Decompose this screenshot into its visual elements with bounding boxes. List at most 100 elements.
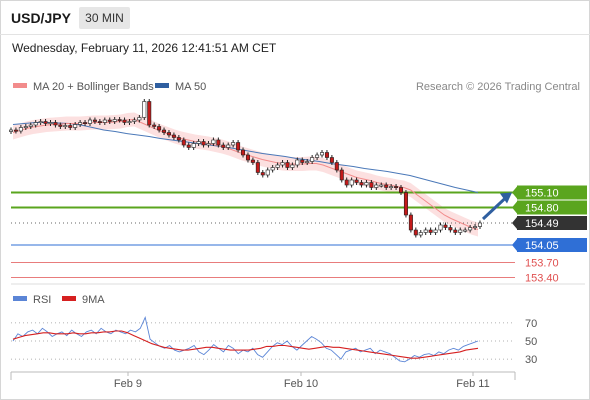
candle-up xyxy=(374,184,379,188)
candle-down xyxy=(300,159,305,163)
candle-down xyxy=(216,139,221,146)
rsi9-line xyxy=(12,330,479,359)
candle-down xyxy=(359,182,364,186)
candle-up xyxy=(18,127,23,132)
ma20-line xyxy=(12,118,479,230)
candle-up xyxy=(280,162,285,166)
candle-down xyxy=(399,187,404,193)
candle-down xyxy=(221,144,226,148)
rsi-tick-label: 30 xyxy=(525,354,537,366)
candle-down xyxy=(171,134,176,138)
candle-up xyxy=(290,164,295,168)
candle-down xyxy=(384,184,389,188)
candle-up xyxy=(275,164,280,168)
candle-up xyxy=(112,119,117,122)
level-label-pointer xyxy=(512,217,517,229)
timestamp: Wednesday, February 11, 2026 12:41:51 AM… xyxy=(12,41,277,55)
forecast-arrow xyxy=(481,196,508,221)
candle-down xyxy=(245,154,250,161)
candle-up xyxy=(87,119,92,124)
candle-down xyxy=(13,129,18,132)
x-tick-label: Feb 10 xyxy=(284,378,318,390)
candle-down xyxy=(250,159,255,163)
candle-up xyxy=(305,161,310,164)
candle-down xyxy=(324,152,329,158)
candle-up xyxy=(78,122,83,125)
level-label-box-resistance xyxy=(517,200,587,215)
level-label-pivot: 154.05 xyxy=(525,240,559,252)
candle-up xyxy=(477,222,482,227)
candle-up xyxy=(349,179,354,186)
candle-down xyxy=(241,149,246,156)
candle-up xyxy=(473,226,478,229)
candle-up xyxy=(206,143,211,146)
header: USD/JPY 30 MIN xyxy=(0,0,590,34)
candle-up xyxy=(33,122,38,126)
level-label-support: 153.70 xyxy=(525,258,559,270)
ma50-line xyxy=(12,122,479,193)
candle-down xyxy=(43,121,48,124)
rsi-line xyxy=(12,315,479,363)
candle-down xyxy=(354,179,359,183)
candle-up xyxy=(23,126,28,129)
candle-up xyxy=(364,182,369,186)
candle-up xyxy=(127,121,132,124)
candle-up xyxy=(463,229,468,232)
candle-up xyxy=(418,232,423,236)
rsi-legend-swatch xyxy=(13,296,27,301)
ma50-legend-label: MA 50 xyxy=(175,81,206,93)
candle-down xyxy=(92,119,97,122)
ma20-legend-label: MA 20 + Bollinger Bands xyxy=(33,81,154,93)
candle-up xyxy=(191,143,196,148)
candle-up xyxy=(211,139,216,144)
candle-down xyxy=(260,172,265,176)
level-label-pointer xyxy=(512,201,517,214)
ma20-legend-swatch xyxy=(13,83,27,88)
rsi9-legend-label: 9MA xyxy=(82,294,105,306)
candle-down xyxy=(453,229,458,233)
candle-down xyxy=(408,214,413,231)
candle-down xyxy=(339,169,344,181)
price-panel: 155.10 154.80 154.49 154.05 153.70 153.40 xyxy=(9,99,587,285)
candle-down xyxy=(53,122,58,126)
candle-down xyxy=(394,186,399,189)
level-label-resistance: 154.80 xyxy=(525,203,559,215)
candle-up xyxy=(310,157,315,162)
forecast-arrow-head xyxy=(500,192,512,204)
x-axis-labels: Feb 9 Feb 10 Feb 11 xyxy=(114,372,490,390)
candle-up xyxy=(438,224,443,231)
candle-up xyxy=(458,229,463,233)
rsi-tick-label: 70 xyxy=(525,318,537,330)
candle-up xyxy=(231,142,236,146)
candle-up xyxy=(142,101,147,118)
candle-up xyxy=(423,229,428,233)
candle-down xyxy=(344,179,349,186)
ma50-legend-swatch xyxy=(155,83,169,88)
level-label-box-pivot xyxy=(517,238,587,252)
level-label-pointer xyxy=(512,239,517,251)
candle-down xyxy=(176,137,181,141)
level-label-resistance: 155.10 xyxy=(525,188,559,200)
rsi-panel: 70 50 30 xyxy=(11,315,537,366)
candle-down xyxy=(122,119,127,123)
level-label-current: 154.49 xyxy=(525,218,559,230)
credit-label: Research © 2026 Trading Central xyxy=(416,81,580,93)
candle-down xyxy=(329,157,334,163)
timeframe-badge[interactable]: 30 MIN xyxy=(79,7,130,29)
candle-up xyxy=(315,154,320,158)
rsi9-legend-swatch xyxy=(62,296,76,301)
candle-up xyxy=(28,124,33,127)
candle-down xyxy=(166,132,171,136)
candle-down xyxy=(83,122,88,125)
candle-up xyxy=(226,144,231,148)
candle-down xyxy=(443,224,448,228)
level-label-box-resistance xyxy=(517,185,587,200)
candle-down xyxy=(181,139,186,146)
candle-down xyxy=(107,119,112,122)
candle-up xyxy=(379,184,384,187)
candle-down xyxy=(428,229,433,233)
candle-down xyxy=(152,124,157,127)
candle-down xyxy=(157,126,162,131)
candle-down xyxy=(403,192,408,216)
